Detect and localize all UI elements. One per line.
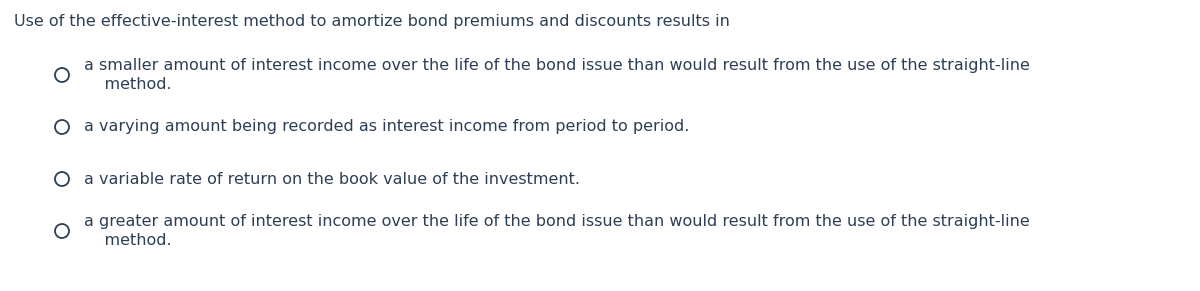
Text: a smaller amount of interest income over the life of the bond issue than would r: a smaller amount of interest income over… bbox=[84, 58, 1030, 93]
Text: Use of the effective-interest method to amortize bond premiums and discounts res: Use of the effective-interest method to … bbox=[14, 14, 730, 29]
Text: a greater amount of interest income over the life of the bond issue than would r: a greater amount of interest income over… bbox=[84, 214, 1030, 249]
Text: a variable rate of return on the book value of the investment.: a variable rate of return on the book va… bbox=[84, 171, 580, 187]
Text: a varying amount being recorded as interest income from period to period.: a varying amount being recorded as inter… bbox=[84, 120, 689, 134]
